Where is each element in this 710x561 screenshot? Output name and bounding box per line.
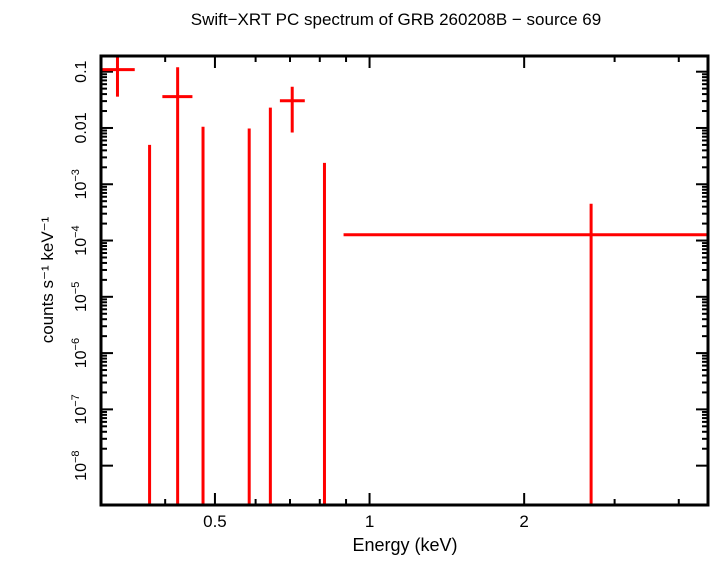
y-tick-base: 10 <box>73 407 90 425</box>
y-tick-base: 10 <box>73 238 90 256</box>
y-tick-base: 10 <box>73 350 90 368</box>
x-axis-label: Energy (keV) <box>352 535 457 555</box>
x-tick-label: 2 <box>519 512 528 531</box>
y-tick-label: 10−6 <box>70 338 90 368</box>
y-tick-base: 10 <box>73 182 90 200</box>
y-tick-exponent: −7 <box>70 394 82 407</box>
y-tick-label: 10−3 <box>70 169 90 199</box>
y-tick-label: 0.01 <box>73 112 90 143</box>
y-axis-label: counts s⁻¹ keV⁻¹ <box>38 216 57 343</box>
chart-title: Swift−XRT PC spectrum of GRB 260208B − s… <box>191 10 601 29</box>
y-tick-label: 10−8 <box>70 450 90 480</box>
x-tick-label: 0.5 <box>203 512 227 531</box>
y-tick-base: 0.1 <box>73 60 90 82</box>
y-tick-exponent: −3 <box>70 169 82 182</box>
y-tick-base: 0.01 <box>73 112 90 143</box>
y-tick-label: 10−7 <box>70 394 90 424</box>
y-tick-base: 10 <box>73 294 90 312</box>
y-tick-exponent: −4 <box>70 225 82 238</box>
y-tick-exponent: −8 <box>70 450 82 463</box>
y-tick-label: 10−5 <box>70 282 90 312</box>
x-tick-label: 1 <box>365 512 374 531</box>
y-tick-base: 10 <box>73 463 90 481</box>
y-tick-label: 10−4 <box>70 225 90 255</box>
y-tick-exponent: −5 <box>70 282 82 295</box>
y-tick-exponent: −6 <box>70 338 82 351</box>
y-tick-label: 0.1 <box>73 60 90 82</box>
plot-frame <box>99 54 710 507</box>
